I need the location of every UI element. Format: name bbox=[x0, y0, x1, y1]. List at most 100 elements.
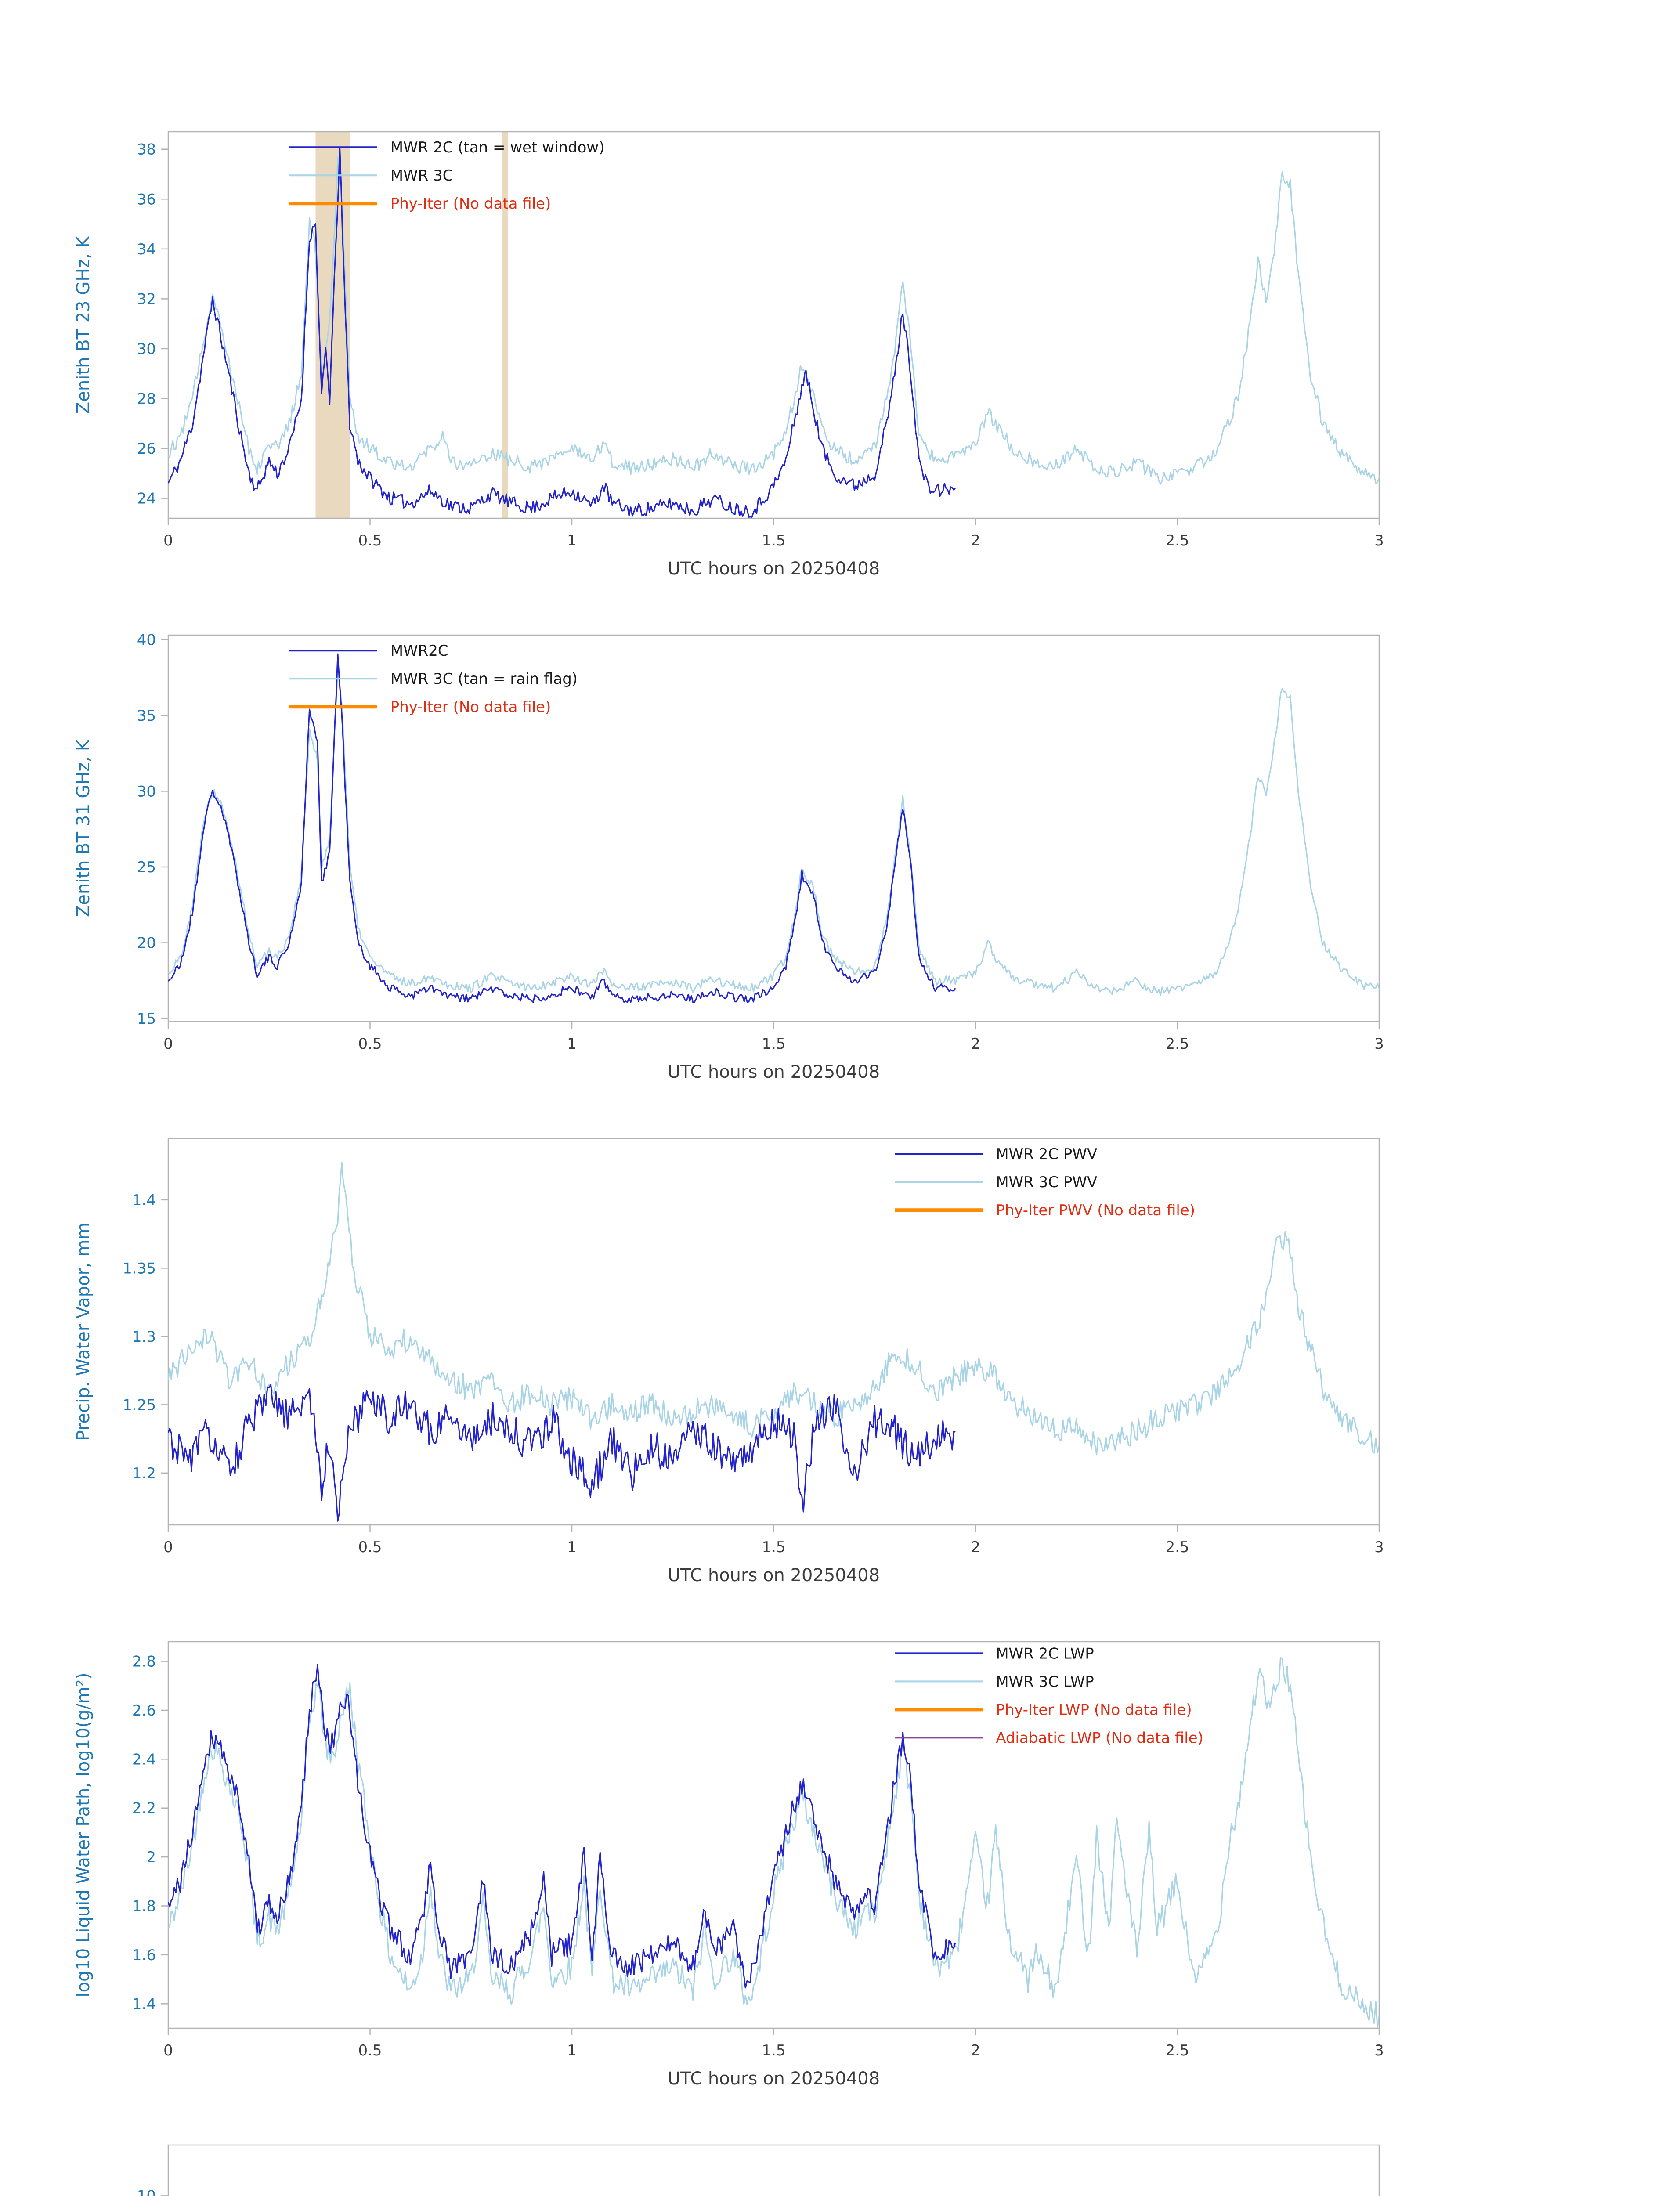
x-tick-label: 0 bbox=[163, 532, 173, 549]
x-tick-label: 1 bbox=[567, 2042, 577, 2059]
axes-box bbox=[167, 1641, 1380, 2029]
x-tick-label: 2.5 bbox=[1165, 1035, 1189, 1053]
y-tick-label: 1.35 bbox=[123, 1260, 156, 1277]
x-tick-label: 0 bbox=[163, 2042, 173, 2059]
panel-lwp: 0 0.5 1 1.5 2 2.5 3 1.4 1.6 1.8 2 2.2 2.4 2.6 2.8 log10… bbox=[0, 1615, 1680, 2119]
legend-label: Phy-Iter (No data file) bbox=[390, 698, 551, 716]
x-tick-label: 2.5 bbox=[1165, 532, 1189, 549]
panel-zenith-bt-23: 0 0.5 1 1.5 2 2.5 3 24 26 28 30 32 34 36 38 Zenith BT 2… bbox=[0, 105, 1680, 609]
y-tick-label: 30 bbox=[137, 783, 156, 800]
x-tick-label: 3 bbox=[1374, 1035, 1384, 1053]
x-tick-label: 1 bbox=[567, 1539, 577, 1556]
y-tick-label: 20 bbox=[137, 935, 156, 952]
x-axis-label: UTC hours on 20250408 bbox=[668, 559, 880, 579]
series-mwr-3c-lwp bbox=[168, 1657, 1379, 2028]
chart-dq-flag: 00.511.522.530246810MWR Phy Iter DQ Flag… bbox=[137, 2144, 1380, 2196]
x-axis-label: UTC hours on 20250408 bbox=[668, 2069, 880, 2089]
x-tick-label: 2 bbox=[971, 1539, 980, 1556]
x-tick-label: 1.5 bbox=[762, 2042, 785, 2059]
x-tick-label: 0.5 bbox=[358, 1539, 382, 1556]
x-tick-label: 0.5 bbox=[358, 1035, 382, 1053]
x-tick-label: 2 bbox=[971, 532, 980, 549]
y-tick-label: 2.4 bbox=[132, 1751, 156, 1768]
legend-label: MWR 3C LWP bbox=[996, 1673, 1094, 1690]
y-tick-label: 2.8 bbox=[132, 1653, 156, 1671]
flag-band bbox=[502, 132, 508, 518]
x-tick-label: 2 bbox=[971, 1035, 980, 1053]
series-mwr-2c-lwp bbox=[168, 1664, 956, 1989]
x-tick-label: 1.5 bbox=[762, 532, 785, 549]
y-tick-label: 32 bbox=[137, 290, 156, 308]
x-tick-label: 0 bbox=[163, 1035, 173, 1053]
legend-label: Phy-Iter (No data file) bbox=[390, 195, 551, 213]
x-tick-label: 3 bbox=[1374, 2042, 1384, 2059]
legend-label: MWR 3C bbox=[390, 167, 453, 184]
legend-label: Phy-Iter PWV (No data file) bbox=[996, 1202, 1195, 1219]
y-axis-label: log10 Liquid Water Path, log10(g/m²) bbox=[73, 1672, 94, 1997]
x-tick-label: 0.5 bbox=[358, 2042, 382, 2059]
y-tick-label: 36 bbox=[137, 191, 156, 208]
y-tick-label: 15 bbox=[137, 1010, 156, 1028]
x-tick-label: 1.5 bbox=[762, 1539, 785, 1556]
axes-box bbox=[167, 634, 1380, 1022]
y-tick-label: 1.25 bbox=[123, 1396, 156, 1414]
y-tick-label: 35 bbox=[137, 707, 156, 725]
series-mwr-3c bbox=[168, 669, 1379, 996]
y-tick-label: 2 bbox=[146, 1849, 156, 1866]
x-tick-label: 2.5 bbox=[1165, 2042, 1189, 2059]
series-group bbox=[168, 653, 1379, 1003]
y-axis-label: Zenith BT 23 GHz, K bbox=[73, 235, 94, 414]
x-tick-label: 3 bbox=[1374, 532, 1384, 549]
y-tick-label: 24 bbox=[137, 490, 156, 508]
x-tick-label: 1.5 bbox=[762, 1035, 785, 1053]
panel-dq-flag: 00.511.522.530246810MWR Phy Iter DQ Flag… bbox=[0, 2119, 1680, 2196]
y-tick-label: 30 bbox=[137, 340, 156, 358]
x-tick-label: 0.5 bbox=[358, 532, 382, 549]
legend-label: MWR 2C LWP bbox=[996, 1645, 1094, 1662]
y-tick-label: 1.2 bbox=[132, 1465, 156, 1482]
x-axis-label: UTC hours on 20250408 bbox=[668, 1565, 880, 1586]
axes-box bbox=[167, 2144, 1380, 2196]
x-tick-label: 2 bbox=[971, 2042, 980, 2059]
y-tick-label: 34 bbox=[137, 241, 156, 258]
y-tick-label: 38 bbox=[137, 141, 156, 159]
y-tick-label: 1.8 bbox=[132, 1898, 156, 1915]
legend-label: MWR 3C PWV bbox=[996, 1174, 1097, 1191]
series-group bbox=[168, 1162, 1379, 1522]
legend-label: Phy-Iter LWP (No data file) bbox=[996, 1701, 1192, 1719]
axes-box bbox=[167, 1138, 1380, 1526]
x-tick-label: 3 bbox=[1374, 1539, 1384, 1556]
y-tick-label: 2.2 bbox=[132, 1800, 156, 1817]
panel-zenith-bt-31: 0 0.5 1 1.5 2 2.5 3 15 20 25 30 35 40 Zenith BT 31 GH… bbox=[0, 609, 1680, 1112]
y-axis-label: Precip. Water Vapor, mm bbox=[73, 1223, 94, 1441]
y-tick-label: 28 bbox=[137, 390, 156, 408]
legend-label: MWR 3C (tan = rain flag) bbox=[390, 670, 578, 688]
series-mwr-2c bbox=[168, 653, 956, 1003]
chart-zenith-bt-31: 0 0.5 1 1.5 2 2.5 3 15 20 25 30 35 40 Zenith BT 31 GH… bbox=[73, 631, 1384, 1082]
chart-lwp: 0 0.5 1 1.5 2 2.5 3 1.4 1.6 1.8 2 2.2 2.4 2.6 2.8 log10… bbox=[73, 1641, 1384, 2089]
y-tick-label: 25 bbox=[137, 859, 156, 876]
y-tick-label: 1.4 bbox=[132, 1192, 156, 1209]
y-axis-label: Zenith BT 31 GHz, K bbox=[73, 739, 94, 917]
series-mwr-2c-pwv bbox=[168, 1384, 956, 1522]
legend-label: MWR2C bbox=[390, 642, 448, 660]
series-group bbox=[168, 146, 1379, 518]
series-mwr-3c-pwv bbox=[168, 1162, 1379, 1455]
chart-pwv: 0 0.5 1 1.5 2 2.5 3 1.2 1.25 1.3 1.35 1.4 Precip. Wa… bbox=[73, 1138, 1384, 1586]
y-tick-label: 40 bbox=[137, 631, 156, 649]
legend-label: MWR 2C (tan = wet window) bbox=[390, 139, 605, 156]
y-tick-label: 26 bbox=[137, 440, 156, 458]
y-tick-label: 1.4 bbox=[132, 1995, 156, 2013]
series-group bbox=[168, 1657, 1379, 2028]
y-tick-label: 10 bbox=[137, 2187, 156, 2196]
x-tick-label: 1 bbox=[567, 532, 577, 549]
legend-label: Adiabatic LWP (No data file) bbox=[996, 1729, 1203, 1747]
panel-pwv: 0 0.5 1 1.5 2 2.5 3 1.2 1.25 1.3 1.35 1.4 Precip. Wa… bbox=[0, 1112, 1680, 1615]
x-tick-label: 1 bbox=[567, 1035, 577, 1053]
y-tick-label: 1.3 bbox=[132, 1328, 156, 1346]
series-mwr-3c bbox=[168, 156, 1379, 485]
y-tick-label: 1.6 bbox=[132, 1947, 156, 1964]
chart-zenith-bt-23: 0 0.5 1 1.5 2 2.5 3 24 26 28 30 32 34 36 38 Zenith BT 2… bbox=[73, 131, 1384, 579]
y-tick-label: 2.6 bbox=[132, 1702, 156, 1719]
